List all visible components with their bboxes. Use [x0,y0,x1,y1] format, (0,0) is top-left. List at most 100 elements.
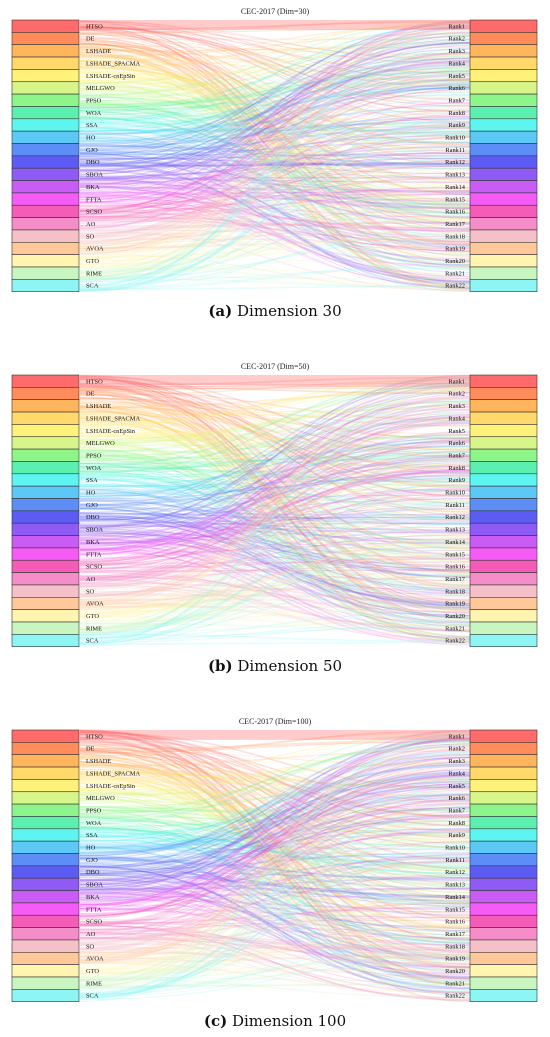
flow-link [79,48,471,166]
flow-link [79,808,471,1002]
flow-link [79,110,471,271]
flow-link [79,853,471,981]
right-node [469,130,538,144]
flow-link [79,109,471,255]
right-node [469,621,538,635]
flow-link [79,75,471,109]
flow-link [79,116,471,265]
flow-link [79,406,471,435]
flow-link [79,933,471,975]
flow-link [79,541,471,555]
flow-link [79,87,471,125]
flow-link [79,808,471,813]
flow-link [79,751,471,984]
flow-link [79,396,471,487]
flow-link [79,68,471,251]
flow-links [79,729,471,1003]
flow-link [79,788,471,973]
flow-link [79,423,471,567]
flow-link [79,815,471,953]
flow-link [79,416,471,550]
flow-link [79,832,471,885]
flow-link [79,605,471,609]
flow-link [79,425,471,512]
flow-link [79,118,471,161]
algorithm-label: FTTA [86,906,102,913]
flow-link [79,82,471,204]
algorithm-label: AO [86,576,96,583]
flow-link [79,891,471,976]
flow-link [79,757,471,877]
flow-link [79,42,471,181]
flow-link [79,841,471,894]
flow-link [79,418,471,637]
flow-link [79,72,471,130]
flow-link [79,70,471,109]
algorithm-label: AVOA [86,601,104,608]
flow-link [79,460,471,495]
flow-link [79,935,471,995]
flow-link [79,20,471,212]
flow-link [79,509,471,619]
flow-link [79,473,471,546]
right-node [469,535,538,549]
flow-link [79,541,471,634]
flow-link [79,578,471,632]
flow-link [79,86,471,122]
flow-link [79,496,471,592]
flow-link [79,790,471,861]
flow-link [79,388,471,580]
flow-link [79,498,471,518]
flow-link [79,730,471,870]
flow-link [79,544,471,639]
flow-link [79,442,471,581]
flow-link [79,92,471,192]
flow-link [79,741,471,891]
flow-link [79,82,471,222]
flow-link [79,802,471,987]
right-node [469,217,538,231]
flow-link [79,247,471,261]
right-node [469,81,538,95]
flow-link [79,524,471,534]
flow-link [79,190,471,221]
rank-label: Rank18 [445,588,465,595]
flow-link [79,228,471,238]
flow-link [79,932,471,994]
flow-link [79,797,471,894]
flow-link [79,146,471,281]
flow-link [79,754,471,881]
flow-link [79,583,471,631]
flow-link [79,40,471,230]
caption-letter: (c) [203,1012,228,1030]
flow-link [79,806,471,868]
right-node [469,890,538,904]
flow-link [79,747,471,981]
flow-link [79,106,471,168]
left-node [11,522,80,536]
flow-link [79,740,471,815]
flow-link [79,57,471,172]
rank-label: Rank19 [445,956,465,963]
left-node [11,106,80,120]
flow-link [79,416,471,580]
right-node [469,19,538,33]
rank-label: Rank11 [445,147,465,154]
rank-label: Rank16 [445,919,465,926]
flow-link [79,737,471,986]
flow-link [79,40,471,102]
algorithm-label: SCSO [86,564,102,571]
flow-link [79,828,471,844]
flow-link [79,805,471,961]
flow-link [79,492,471,569]
flow-link [79,389,471,446]
flow-link [79,64,471,151]
flow-link [79,761,471,918]
flow-link [79,794,471,851]
flow-link [79,122,471,242]
flow-link [79,925,471,961]
flow-link [79,396,471,605]
flow-link [79,78,471,143]
left-node [11,766,80,780]
flow-link [79,397,471,541]
